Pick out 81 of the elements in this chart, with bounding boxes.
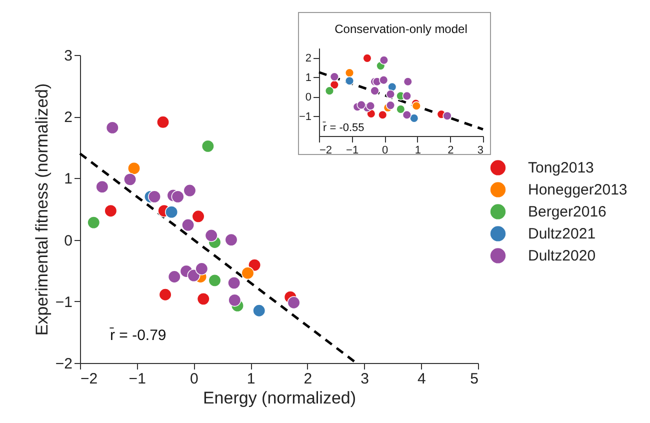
point xyxy=(402,110,412,120)
point xyxy=(386,90,396,99)
point xyxy=(442,111,452,120)
point xyxy=(148,190,162,204)
point xyxy=(386,100,396,110)
legend-label: Honegger2013 xyxy=(528,182,628,199)
x-tick-label: 3 xyxy=(360,370,369,388)
point xyxy=(403,77,412,86)
point xyxy=(378,110,388,120)
x-tick-label: 5 xyxy=(470,370,478,388)
x-tick-label: −2 xyxy=(320,144,332,156)
point xyxy=(396,104,406,114)
point xyxy=(362,54,372,63)
point xyxy=(228,276,241,290)
legend-label: Dultz2020 xyxy=(528,248,596,265)
point xyxy=(204,228,218,242)
point xyxy=(330,72,339,82)
y-tick-label: −2 xyxy=(55,356,72,372)
y-tick-label: 1 xyxy=(64,170,72,188)
y-tick-label: 1 xyxy=(305,72,312,84)
point xyxy=(158,288,172,302)
y-tick-label: 2 xyxy=(64,109,72,126)
x-axis-title: Energy (normalized) xyxy=(202,388,356,408)
point xyxy=(324,86,334,96)
point xyxy=(388,82,397,92)
point xyxy=(156,116,170,129)
point xyxy=(287,296,300,310)
point xyxy=(208,274,222,287)
point xyxy=(379,75,388,85)
chart-title: Conservation-only model xyxy=(334,22,468,36)
legend-label: Dultz2021 xyxy=(528,226,596,243)
point xyxy=(96,180,109,194)
point xyxy=(356,100,366,110)
x-tick-label: 1 xyxy=(246,370,256,388)
y-axis-title: Experimental fitness (normalized) xyxy=(32,83,52,336)
point xyxy=(344,76,354,86)
y-tick-label: 0 xyxy=(64,232,72,250)
legend-label: Berger2016 xyxy=(528,204,606,221)
point xyxy=(192,210,205,223)
point xyxy=(124,172,137,186)
y-tick-label: 3 xyxy=(64,48,72,64)
point xyxy=(412,101,421,110)
point xyxy=(171,190,184,204)
legend-label: Tong2013 xyxy=(528,160,594,177)
point xyxy=(87,216,100,230)
point xyxy=(196,292,210,306)
x-tick-label: −1 xyxy=(128,370,146,388)
x-tick-label: 2 xyxy=(448,144,454,156)
point xyxy=(410,114,419,123)
point xyxy=(379,56,389,65)
x-tick-label: 1 xyxy=(414,144,421,156)
point xyxy=(224,233,238,246)
point xyxy=(183,184,196,198)
annotation: r̄ = -0.79 xyxy=(108,327,166,344)
x-tick-label: −1 xyxy=(346,144,359,156)
point xyxy=(248,258,262,272)
point xyxy=(106,121,119,134)
y-tick-label: 2 xyxy=(305,52,312,64)
x-tick-label: 0 xyxy=(190,370,198,388)
x-tick-label: 4 xyxy=(417,370,426,388)
point xyxy=(165,206,178,219)
point xyxy=(182,218,195,232)
point xyxy=(228,294,242,307)
y-tick-label: −1 xyxy=(298,110,312,123)
x-tick-label: −2 xyxy=(80,370,98,388)
point xyxy=(344,68,354,78)
annotation: r̄ = -0.55 xyxy=(322,121,364,134)
point xyxy=(370,86,380,96)
y-tick-label: −1 xyxy=(55,294,72,311)
point xyxy=(241,266,254,280)
point xyxy=(104,204,118,218)
point xyxy=(402,91,412,100)
x-tick-label: 0 xyxy=(382,144,388,156)
point xyxy=(127,162,141,175)
point xyxy=(168,270,181,284)
point xyxy=(366,101,376,110)
point xyxy=(195,262,208,276)
y-tick-label: 0 xyxy=(305,91,312,104)
point xyxy=(201,140,214,153)
point xyxy=(252,304,266,318)
x-tick-label: 3 xyxy=(477,144,484,156)
